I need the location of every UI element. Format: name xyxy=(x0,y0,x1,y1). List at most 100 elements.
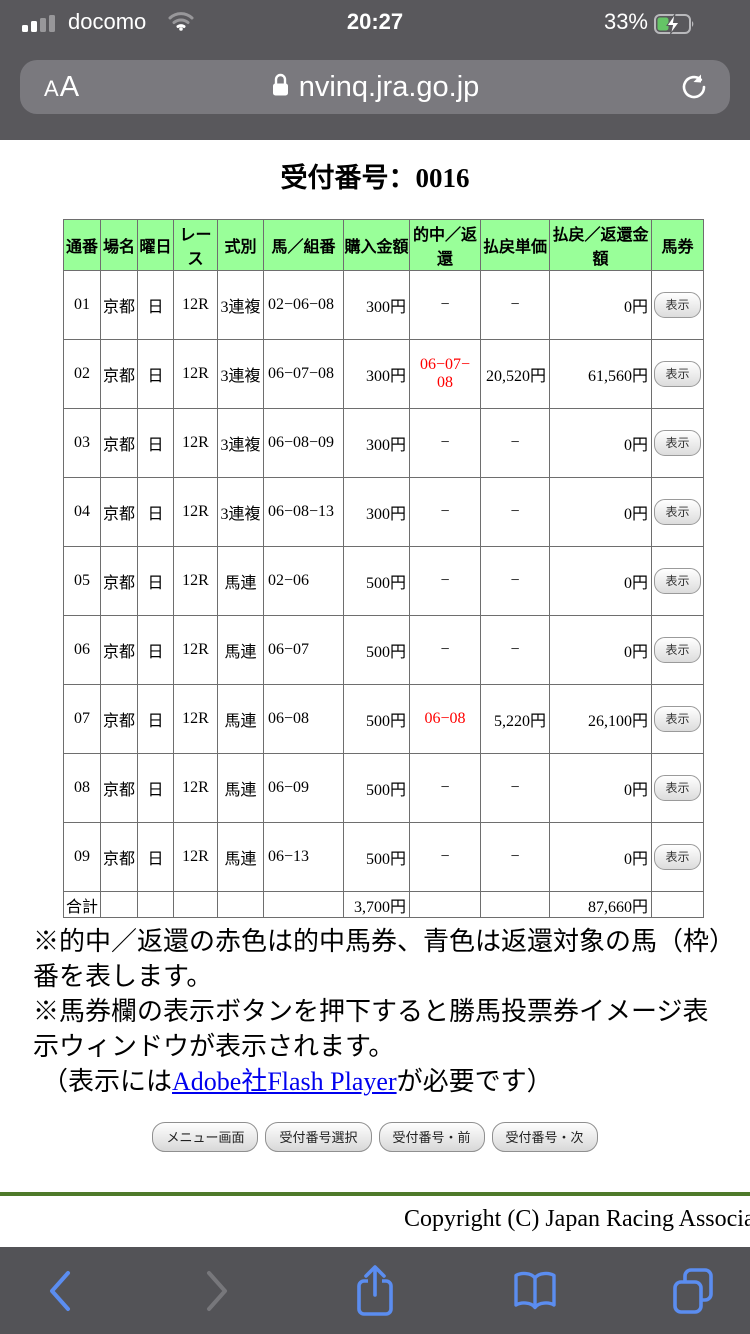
table-cell: 87,660円 xyxy=(549,891,652,918)
table-cell: 日 xyxy=(137,753,174,823)
table-cell: 61,560円 xyxy=(549,339,652,409)
menu-screen-button[interactable]: メニュー画面 xyxy=(152,1122,259,1152)
table-cell: 表示 xyxy=(651,477,704,547)
table-cell: − xyxy=(409,546,481,616)
show-ticket-button[interactable]: 表示 xyxy=(654,430,701,456)
table-header: 通番 場名 曜日 レース 式別 馬／組番 購入金額 的中／返還 払戻単価 払戻／返還金額 馬券 xyxy=(63,219,704,271)
table-cell: 06−13 xyxy=(263,822,344,892)
reader-mode-button[interactable]: AA xyxy=(44,71,81,103)
table-cell: 京都 xyxy=(100,477,138,547)
column-header: 場名 xyxy=(100,219,138,271)
ios-top-chrome: docomo 20:27 33% AA xyxy=(0,0,750,140)
battery-charging-icon xyxy=(654,13,698,40)
table-cell: 表示 xyxy=(651,753,704,823)
table-cell: − xyxy=(409,408,481,478)
column-header: 馬券 xyxy=(651,219,704,271)
table-cell: 06−08−09 xyxy=(263,408,344,478)
show-ticket-button[interactable]: 表示 xyxy=(654,637,701,663)
column-header: 購入金額 xyxy=(343,219,410,271)
table-cell: 表示 xyxy=(651,546,704,616)
table-cell: 500円 xyxy=(343,684,410,754)
table-cell: 3連複 xyxy=(217,270,264,340)
table-cell: 日 xyxy=(137,270,174,340)
table-cell: 0円 xyxy=(549,753,652,823)
url-host[interactable]: nvinq.jra.go.jp xyxy=(298,70,480,103)
show-ticket-button[interactable]: 表示 xyxy=(654,844,701,870)
back-button[interactable] xyxy=(15,1247,105,1334)
table-cell: 馬連 xyxy=(217,615,264,685)
column-header: 払戻単価 xyxy=(480,219,550,271)
table-cell: 日 xyxy=(137,339,174,409)
table-cell: 05 xyxy=(63,546,101,616)
table-cell: 0円 xyxy=(549,270,652,340)
flash-player-link[interactable]: Adobe社Flash Player xyxy=(172,1067,397,1096)
reload-button[interactable] xyxy=(680,73,708,106)
table-cell: 日 xyxy=(137,615,174,685)
table-cell: 馬連 xyxy=(217,684,264,754)
column-header: 払戻／返還金額 xyxy=(549,219,652,271)
total-row: 合計 3,700円 87,660円 xyxy=(63,891,704,918)
receipt-number-next-button[interactable]: 受付番号・次 xyxy=(491,1122,598,1152)
table-cell: − xyxy=(409,477,481,547)
table-cell: 3連複 xyxy=(217,477,264,547)
table-cell: 04 xyxy=(63,477,101,547)
table-cell: 01 xyxy=(63,270,101,340)
table-cell: 500円 xyxy=(343,546,410,616)
table-cell: − xyxy=(409,270,481,340)
receipt-number-select-button[interactable]: 受付番号選択 xyxy=(265,1122,372,1152)
table-cell: − xyxy=(480,477,550,547)
table-cell: 12R xyxy=(173,684,218,754)
share-button[interactable] xyxy=(330,1247,420,1334)
table-cell: 12R xyxy=(173,546,218,616)
lock-icon xyxy=(271,73,290,102)
column-header: 通番 xyxy=(63,219,101,271)
bet-row: 08 京都日 12R 馬連 06−09 500円 − −0円 表示 xyxy=(63,753,704,823)
table-cell: 表示 xyxy=(651,684,704,754)
show-ticket-button[interactable]: 表示 xyxy=(654,361,701,387)
battery-percent: 33% xyxy=(603,9,648,34)
table-body: 01 京都日 12R 3連複 02−06−08 300円 − −0円 表示 02 京都日 12R 3連複… xyxy=(63,270,704,918)
status-bar: docomo 20:27 33% xyxy=(0,0,750,48)
table-cell: 0円 xyxy=(549,615,652,685)
show-ticket-button[interactable]: 表示 xyxy=(654,292,701,318)
footnote-show-button: ※馬券欄の表示ボタンを押下すると勝馬投票券イメージ表示ウィンドウが表示されます。 xyxy=(33,997,709,1061)
bet-row: 05 京都日 12R 馬連 02−06 500円 − −0円 表示 xyxy=(63,546,704,616)
table-cell: 5,220円 xyxy=(480,684,550,754)
copyright: Copyright (C) Japan Racing Association xyxy=(404,1206,750,1232)
table-cell: 馬連 xyxy=(217,546,264,616)
table-cell: 12R xyxy=(173,615,218,685)
table-cell: − xyxy=(480,822,550,892)
bookmarks-button[interactable] xyxy=(490,1247,580,1334)
table-cell: 日 xyxy=(137,684,174,754)
table-cell: 300円 xyxy=(343,339,410,409)
receipt-number-prev-button[interactable]: 受付番号・前 xyxy=(378,1122,485,1152)
table-cell xyxy=(217,891,264,918)
footnote-flash: （表示にはAdobe社Flash Playerが必要です） xyxy=(42,1067,553,1096)
table-cell: 09 xyxy=(63,822,101,892)
show-ticket-button[interactable]: 表示 xyxy=(654,568,701,594)
table-cell: 京都 xyxy=(100,684,138,754)
table-cell: 12R xyxy=(173,339,218,409)
show-ticket-button[interactable]: 表示 xyxy=(654,499,701,525)
table-cell: 表示 xyxy=(651,270,704,340)
table-cell xyxy=(409,891,481,918)
tabs-button[interactable] xyxy=(648,1247,738,1334)
table-cell: 日 xyxy=(137,546,174,616)
table-cell: 03 xyxy=(63,408,101,478)
table-cell: 07 xyxy=(63,684,101,754)
table-cell: 06−09 xyxy=(263,753,344,823)
table-cell: 12R xyxy=(173,270,218,340)
table-cell: 20,520円 xyxy=(480,339,550,409)
table-cell: 日 xyxy=(137,477,174,547)
forward-button[interactable] xyxy=(172,1247,262,1334)
bet-row: 04 京都日 12R 3連複 06−08−13 300円 − −0円 表示 xyxy=(63,477,704,547)
table-cell: − xyxy=(480,408,550,478)
table-cell: 02 xyxy=(63,339,101,409)
show-ticket-button[interactable]: 表示 xyxy=(654,775,701,801)
address-bar[interactable]: AA nvinq.jra.go.jp xyxy=(20,60,730,114)
table-cell: 02−06 xyxy=(263,546,344,616)
column-header: 馬／組番 xyxy=(263,219,344,271)
show-ticket-button[interactable]: 表示 xyxy=(654,706,701,732)
column-header: 曜日 xyxy=(137,219,174,271)
table-cell: 12R xyxy=(173,477,218,547)
